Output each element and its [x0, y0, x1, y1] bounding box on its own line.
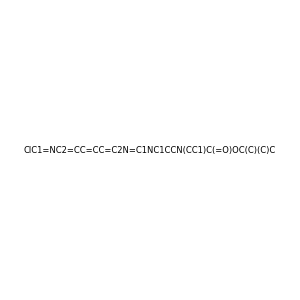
Text: ClC1=NC2=CC=CC=C2N=C1NC1CCN(CC1)C(=O)OC(C)(C)C: ClC1=NC2=CC=CC=C2N=C1NC1CCN(CC1)C(=O)OC(… [24, 146, 276, 154]
